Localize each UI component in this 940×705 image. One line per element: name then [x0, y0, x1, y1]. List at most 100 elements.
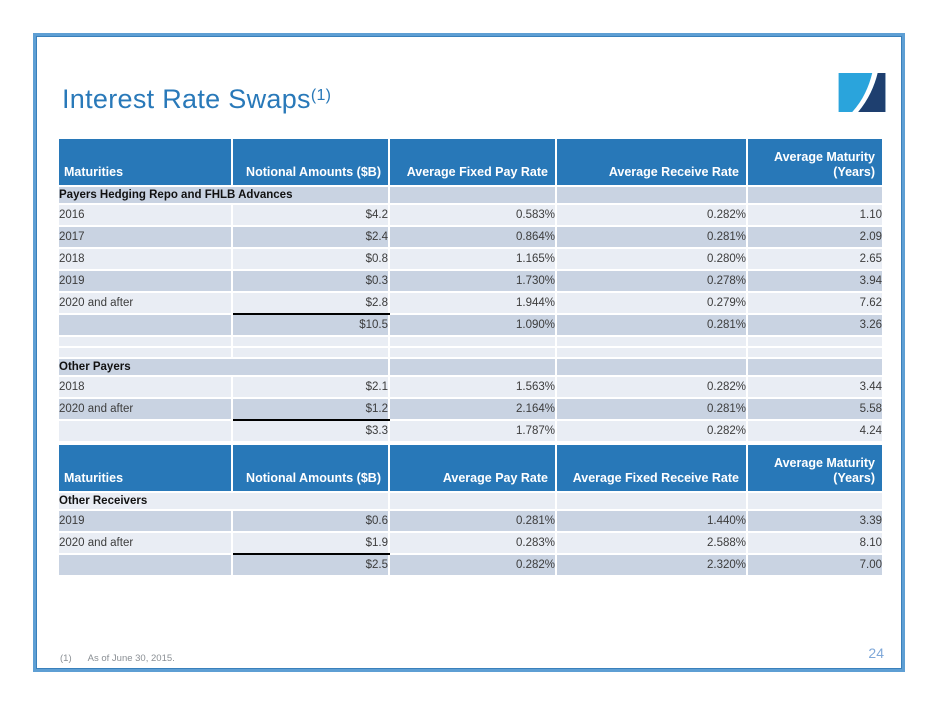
cell-notional: $0.3: [232, 270, 390, 293]
cell-pay-rate: 0.283%: [389, 532, 557, 555]
empty-cell: [747, 186, 882, 205]
empty-cell: [389, 358, 557, 377]
cell-notional: $0.6: [232, 510, 390, 533]
header-avg-pay-rate: Average Pay Rate: [389, 445, 557, 493]
cell-notional-total: $3.3: [232, 420, 390, 443]
empty-cell: [389, 186, 557, 205]
empty-cell: [747, 336, 882, 348]
footnote-marker: (1): [60, 653, 72, 664]
cell-receive-rate: 0.282%: [556, 376, 748, 399]
cell-notional-total: $10.5: [232, 314, 390, 337]
receivers-swaps-table: Maturities Notional Amounts ($B) Average…: [59, 445, 882, 577]
cell-notional-total: $2.5: [232, 554, 390, 577]
cell-notional: $2.4: [232, 226, 390, 249]
cell-maturity: 2018: [59, 376, 233, 399]
company-logo-icon: [838, 73, 886, 112]
table-row: 2019 $0.6 0.281% 1.440% 3.39: [59, 510, 882, 533]
section-title-cell: Payers Hedging Repo and FHLB Advances: [59, 186, 390, 205]
empty-cell: [747, 358, 882, 377]
cell-maturity: 2016: [59, 204, 233, 227]
spacer-row: [59, 336, 882, 348]
empty-cell: [556, 186, 748, 205]
table-row: 2019 $0.3 1.730% 0.278% 3.94: [59, 270, 882, 293]
page-title: Interest Rate Swaps(1): [62, 84, 331, 115]
cell-avg-maturity: 3.44: [747, 376, 882, 399]
cell-receive-rate: 0.282%: [556, 204, 748, 227]
footnote-text: As of June 30, 2015.: [87, 653, 175, 664]
cell-receive-rate: 2.588%: [556, 532, 748, 555]
cell-pay-rate-total: 0.282%: [389, 554, 557, 577]
cell-maturity: 2017: [59, 226, 233, 249]
cell-notional: $1.2: [232, 398, 390, 421]
cell-maturity: 2020 and after: [59, 532, 233, 555]
cell-pay-rate-total: 1.090%: [389, 314, 557, 337]
header-notional-amounts: Notional Amounts ($B): [232, 139, 390, 187]
cell-pay-rate: 0.281%: [389, 510, 557, 533]
header-avg-maturity-years: Average Maturity (Years): [747, 445, 882, 493]
empty-cell: [232, 336, 390, 348]
header-maturities: Maturities: [59, 445, 233, 493]
cell-pay-rate: 2.164%: [389, 398, 557, 421]
empty-cell: [59, 554, 233, 577]
section-row: Other Payers: [59, 358, 882, 377]
payers-swaps-table: Maturities Notional Amounts ($B) Average…: [59, 139, 882, 443]
empty-cell: [556, 492, 748, 511]
header-avg-maturity-years: Average Maturity (Years): [747, 139, 882, 187]
cell-receive-rate: 0.279%: [556, 292, 748, 315]
section-row: Payers Hedging Repo and FHLB Advances: [59, 186, 882, 205]
empty-cell: [59, 420, 233, 443]
section-row: Other Receivers: [59, 492, 882, 511]
table-row: 2020 and after $1.9 0.283% 2.588% 8.10: [59, 532, 882, 555]
cell-pay-rate: 0.583%: [389, 204, 557, 227]
empty-cell: [232, 347, 390, 359]
cell-notional: $2.1: [232, 376, 390, 399]
empty-cell: [747, 347, 882, 359]
cell-avg-maturity: 3.39: [747, 510, 882, 533]
tables-area: Maturities Notional Amounts ($B) Average…: [59, 139, 882, 577]
cell-avg-maturity: 7.62: [747, 292, 882, 315]
empty-cell: [389, 492, 557, 511]
empty-cell: [59, 314, 233, 337]
slide-frame: Interest Rate Swaps(1) Maturities Notion…: [33, 33, 905, 672]
cell-pay-rate-total: 1.787%: [389, 420, 557, 443]
section-title-cell: Other Payers: [59, 358, 390, 377]
total-row: $2.5 0.282% 2.320% 7.00: [59, 554, 882, 577]
header-avg-receive-rate: Average Receive Rate: [556, 139, 748, 187]
cell-receive-rate: 0.281%: [556, 226, 748, 249]
header-avg-fixed-pay-rate: Average Fixed Pay Rate: [389, 139, 557, 187]
cell-avg-maturity: 3.94: [747, 270, 882, 293]
total-row: $3.3 1.787% 0.282% 4.24: [59, 420, 882, 443]
cell-pay-rate: 1.944%: [389, 292, 557, 315]
cell-receive-rate: 0.281%: [556, 398, 748, 421]
cell-receive-rate: 1.440%: [556, 510, 748, 533]
total-row: $10.5 1.090% 0.281% 3.26: [59, 314, 882, 337]
cell-notional: $2.8: [232, 292, 390, 315]
cell-avg-maturity-total: 4.24: [747, 420, 882, 443]
page-title-text: Interest Rate Swaps: [62, 84, 311, 114]
table-header-row: Maturities Notional Amounts ($B) Average…: [59, 445, 882, 493]
cell-avg-maturity: 2.09: [747, 226, 882, 249]
table-row: 2020 and after $1.2 2.164% 0.281% 5.58: [59, 398, 882, 421]
cell-avg-maturity: 5.58: [747, 398, 882, 421]
header-notional-amounts: Notional Amounts ($B): [232, 445, 390, 493]
spacer-row: [59, 347, 882, 359]
section-title-cell: Other Receivers: [59, 492, 390, 511]
empty-cell: [389, 347, 557, 359]
page-number: 24: [868, 645, 884, 661]
cell-maturity: 2020 and after: [59, 398, 233, 421]
cell-receive-rate-total: 0.282%: [556, 420, 748, 443]
slide-footnote: (1) As of June 30, 2015.: [60, 653, 175, 664]
header-maturities: Maturities: [59, 139, 233, 187]
cell-receive-rate-total: 0.281%: [556, 314, 748, 337]
cell-avg-maturity: 8.10: [747, 532, 882, 555]
cell-maturity: 2018: [59, 248, 233, 271]
empty-cell: [556, 336, 748, 348]
cell-pay-rate: 1.730%: [389, 270, 557, 293]
cell-maturity: 2020 and after: [59, 292, 233, 315]
cell-avg-maturity: 1.10: [747, 204, 882, 227]
empty-cell: [556, 347, 748, 359]
cell-maturity: 2019: [59, 510, 233, 533]
cell-avg-maturity-total: 7.00: [747, 554, 882, 577]
cell-avg-maturity: 2.65: [747, 248, 882, 271]
